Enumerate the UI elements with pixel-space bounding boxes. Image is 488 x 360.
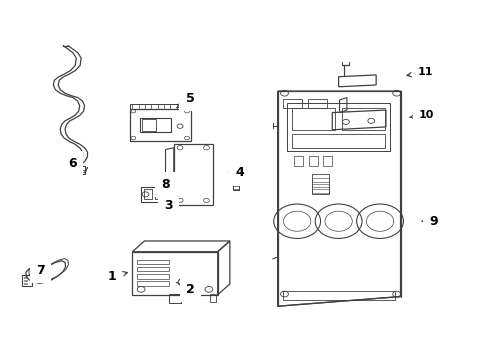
Bar [23,280,26,281]
Bar [74,170,79,172]
Bar [210,294,216,302]
Bar [140,118,171,132]
Bar [23,283,26,284]
Bar [130,104,190,109]
Bar [311,184,328,187]
Bar [311,178,328,182]
Text: 2: 2 [180,283,195,296]
Bar [308,156,317,166]
Bar [282,291,394,300]
Bar [137,274,168,279]
Polygon shape [277,91,400,306]
Bar [137,267,168,271]
Text: 1: 1 [107,270,127,283]
Bar [141,187,174,202]
Text: 10: 10 [409,111,433,121]
Bar [137,282,168,286]
Bar [311,189,328,193]
Bar [132,252,217,295]
Bar [73,166,85,174]
Bar [142,120,156,131]
Text: 5: 5 [177,92,194,108]
Bar [143,189,152,199]
Bar [137,260,168,264]
Bar [130,109,190,140]
Bar [169,294,181,303]
Text: 7: 7 [36,264,46,277]
Bar [323,156,331,166]
Bar [292,108,334,130]
Bar [341,108,384,130]
Text: 6: 6 [68,157,79,170]
Bar [23,277,26,278]
Bar [80,170,83,172]
Bar [292,134,384,148]
Bar [21,275,32,286]
Text: 4: 4 [235,166,244,179]
Bar [311,174,328,194]
Bar [155,189,163,199]
Text: 3: 3 [164,198,173,212]
Text: 9: 9 [421,215,437,228]
Text: 8: 8 [161,178,169,191]
Bar [307,99,327,108]
Text: 11: 11 [406,67,433,77]
Bar [294,156,303,166]
Bar [282,99,302,108]
Bar [287,103,389,151]
